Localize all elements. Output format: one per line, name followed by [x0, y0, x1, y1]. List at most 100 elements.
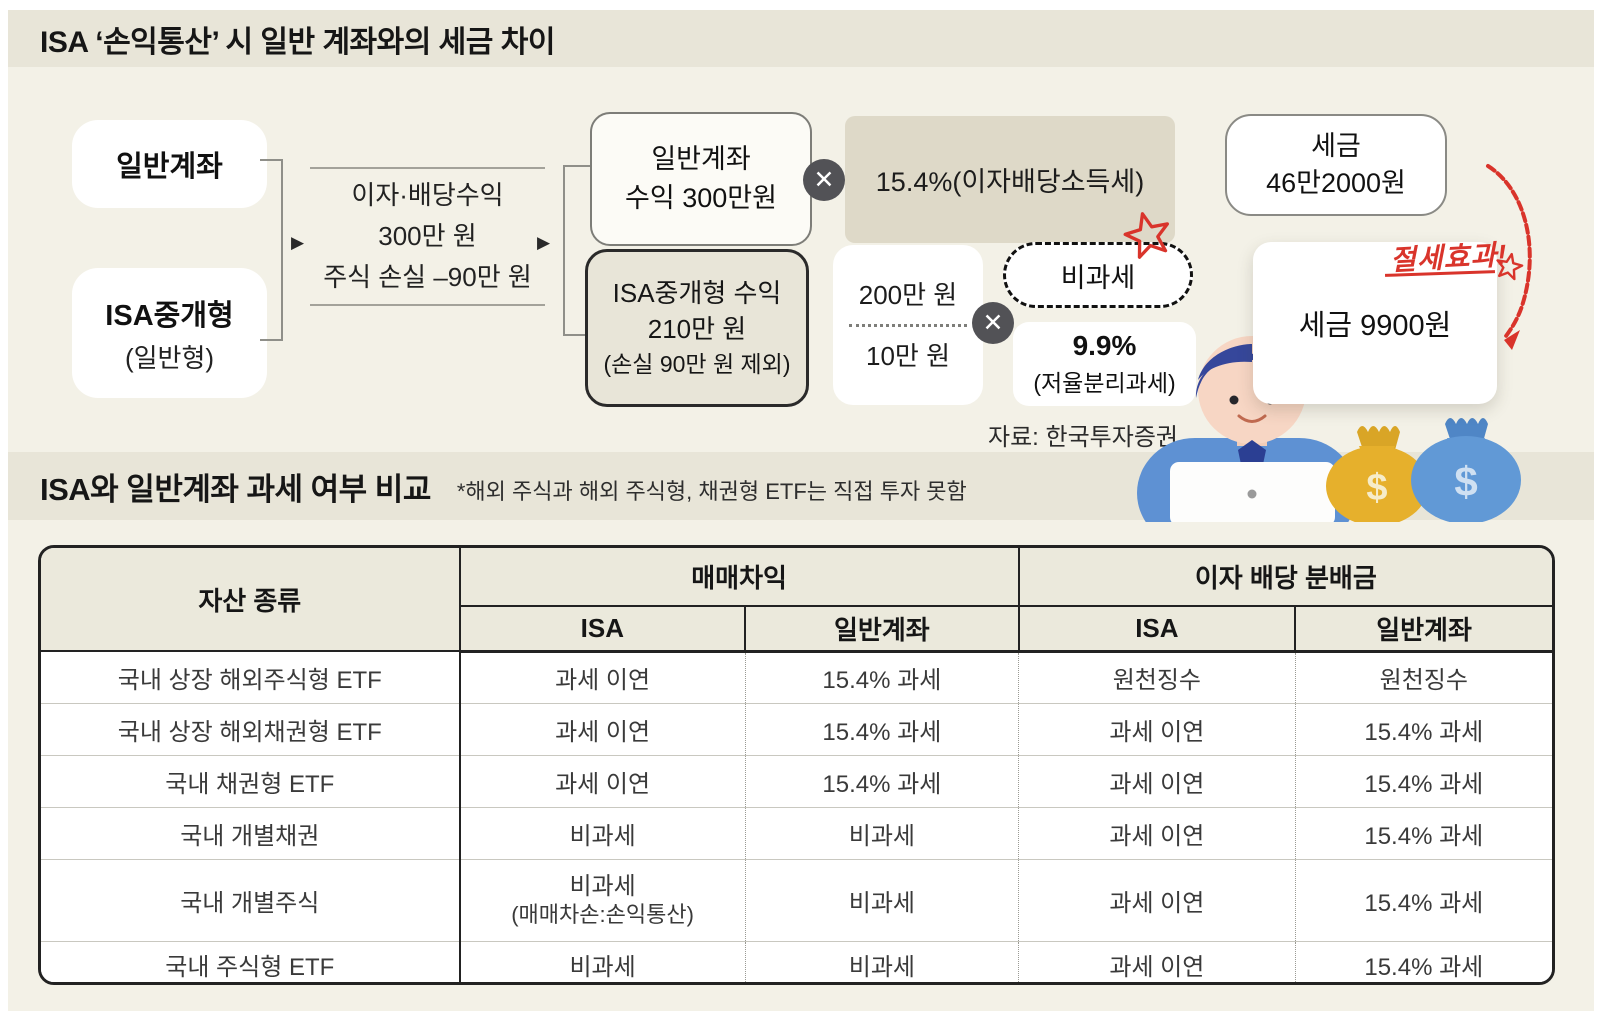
table-cell: 15.4% 과세: [1294, 940, 1552, 982]
dotted-divider: [849, 323, 967, 327]
table-row: 국내 개별채권 비과세 비과세 과세 이연 15.4% 과세: [41, 806, 1552, 859]
general-tax-rate: 15.4%(이자배당소득세): [875, 167, 1145, 197]
table-row: 국내 상장 해외주식형 ETF 과세 이연 15.4% 과세 원천징수 원천징수: [41, 651, 1552, 703]
subheader-general: 일반계좌: [744, 606, 1019, 653]
table-cell: 과세 이연: [1018, 806, 1296, 859]
table-cell: 원천징수: [1018, 651, 1296, 703]
table-cell: 국내 채권형 ETF: [41, 754, 460, 807]
cell-note: (매매차손:손익통산): [511, 902, 694, 927]
divider-line: [310, 304, 545, 306]
table-cell: 15.4% 과세: [744, 702, 1019, 755]
general-profit-box: 일반계좌 수익 300만원: [590, 112, 812, 246]
table-cell: 과세 이연: [1018, 754, 1296, 807]
table-cell: 비과세: [744, 858, 1019, 941]
cell-value: 비과세: [569, 873, 636, 900]
table-cell: 과세 이연: [458, 651, 746, 703]
table-cell: 국내 개별채권: [41, 806, 460, 859]
money-bag-blue-icon: $: [1411, 418, 1521, 522]
table-cell: 비과세: [458, 806, 746, 859]
table-cell: 15.4% 과세: [1294, 754, 1552, 807]
svg-text:$: $: [1454, 458, 1477, 505]
table-cell: 과세 이연: [458, 702, 746, 755]
arrow-right-icon: ▶: [537, 233, 551, 252]
subheader-isa: ISA: [1017, 606, 1296, 653]
income-line1: 이자·배당수익: [351, 180, 504, 210]
savings-arrow-icon: [1486, 164, 1532, 350]
isa-profit-line2: 210만 원: [647, 314, 747, 344]
table-header-group-row: 자산 종류 매매차익 이자 배당 분배금: [41, 548, 1552, 652]
left-bracket-line: [260, 159, 283, 341]
isa-tax-result-box: 세금 9900원: [1253, 242, 1497, 404]
table-row: 국내 주식형 ETF 비과세 비과세 과세 이연 15.4% 과세: [41, 940, 1552, 982]
isa-account-box: ISA중개형 (일반형): [72, 268, 267, 398]
general-tax-result-line2: 46만2000원: [1266, 168, 1406, 198]
star-icon: [1496, 252, 1524, 281]
svg-text:$: $: [1366, 467, 1387, 509]
comparison-table: 자산 종류 매매차익 이자 배당 분배금 ISA 일반계좌 ISA 일반계좌 국…: [38, 545, 1555, 985]
money-bag-yellow-icon: $: [1326, 426, 1428, 522]
table-cell: 비과세 (매매차손:손익통산): [458, 858, 746, 941]
table-cell: 국내 주식형 ETF: [41, 940, 460, 982]
isa-profit-line3: (손실 90만 원 제외): [603, 351, 791, 377]
right-bracket-line: [563, 165, 590, 336]
table-cell: 과세 이연: [1018, 940, 1296, 982]
general-tax-result-box: 세금 46만2000원: [1225, 114, 1447, 216]
low-rate-label: (저율분리과세): [1033, 370, 1176, 396]
table-cell: 국내 개별주식: [41, 858, 460, 941]
header-dividend: 이자 배당 분배금: [1017, 548, 1552, 607]
table-cell: 과세 이연: [1018, 858, 1296, 941]
split-bottom-amount: 10만 원: [866, 340, 950, 371]
title-band: ISA ‘손익통산’ 시 일반 계좌와의 세금 차이: [8, 10, 1594, 67]
table-cell: 15.4% 과세: [1294, 806, 1552, 859]
table-cell: 과세 이연: [1018, 702, 1296, 755]
subheader-isa: ISA: [458, 606, 746, 653]
income-summary-block: 이자·배당수익 300만 원 주식 손실 –90만 원: [310, 167, 545, 306]
table-row: 국내 상장 해외채권형 ETF 과세 이연 15.4% 과세 과세 이연 15.…: [41, 702, 1552, 755]
table-cell: 과세 이연: [458, 754, 746, 807]
low-rate-percent: 9.9%: [1072, 330, 1137, 361]
multiply-icon: ✕: [803, 159, 845, 201]
general-tax-result-line1: 세금: [1311, 131, 1361, 161]
header-asset-type: 자산 종류: [41, 548, 460, 652]
isa-profit-line1: ISA중개형 수익: [612, 278, 782, 308]
income-line2: 300만 원: [378, 221, 477, 251]
tax-exempt-label: 비과세: [1060, 262, 1136, 293]
table-cell: 비과세: [744, 806, 1019, 859]
isa-tax-result: 세금 9900원: [1298, 310, 1452, 342]
split-top-amount: 200만 원: [858, 279, 958, 310]
table-cell: 비과세: [744, 940, 1019, 982]
table-cell: 15.4% 과세: [744, 754, 1019, 807]
general-account-label: 일반계좌: [116, 151, 223, 183]
general-account-box: 일반계좌: [72, 120, 267, 208]
table-cell: 15.4% 과세: [1294, 702, 1552, 755]
section2-title: ISA와 일반계좌 과세 여부 비교: [40, 471, 431, 507]
table-row: 국내 채권형 ETF 과세 이연 15.4% 과세 과세 이연 15.4% 과세: [41, 754, 1552, 807]
table-cell: 15.4% 과세: [1294, 858, 1552, 941]
profit-split-box: 200만 원 10만 원: [833, 245, 983, 405]
table-cell: 비과세: [458, 940, 746, 982]
star-icon: [1123, 212, 1170, 259]
page-title: ISA ‘손익통산’ 시 일반 계좌와의 세금 차이: [40, 25, 555, 59]
multiply-icon: ✕: [972, 302, 1014, 344]
table-cell: 15.4% 과세: [744, 651, 1019, 703]
header-trade-gain: 매매차익: [458, 548, 1019, 607]
general-tax-rate-box: 15.4%(이자배당소득세): [845, 116, 1175, 243]
general-profit-line1: 일반계좌: [651, 144, 751, 174]
isa-account-sublabel: (일반형): [124, 342, 215, 373]
isa-account-label: ISA중개형: [105, 299, 234, 332]
table-header-sub-row: ISA 일반계좌 ISA 일반계좌: [41, 606, 1552, 653]
table-cell: 원천징수: [1294, 651, 1552, 703]
divider-line: [310, 167, 545, 169]
person-illustration: $ $: [1095, 328, 1535, 522]
income-line3: 주식 손실 –90만 원: [323, 262, 532, 292]
subheader-general: 일반계좌: [1294, 606, 1552, 653]
arrow-right-icon: ▶: [291, 233, 305, 252]
table-cell: 국내 상장 해외주식형 ETF: [41, 651, 460, 703]
isa-profit-box: ISA중개형 수익 210만 원 (손실 90만 원 제외): [585, 249, 809, 407]
general-profit-line2: 수익 300만원: [625, 183, 777, 213]
table-row: 국내 개별주식 비과세 (매매차손:손익통산) 비과세 과세 이연 15.4% …: [41, 858, 1552, 941]
table-cell: 국내 상장 해외채권형 ETF: [41, 702, 460, 755]
source-credit: 자료: 한국투자증권: [988, 424, 1178, 451]
section2-note: *해외 주식과 해외 주식형, 채권형 ETF는 직접 투자 못함: [456, 479, 967, 504]
